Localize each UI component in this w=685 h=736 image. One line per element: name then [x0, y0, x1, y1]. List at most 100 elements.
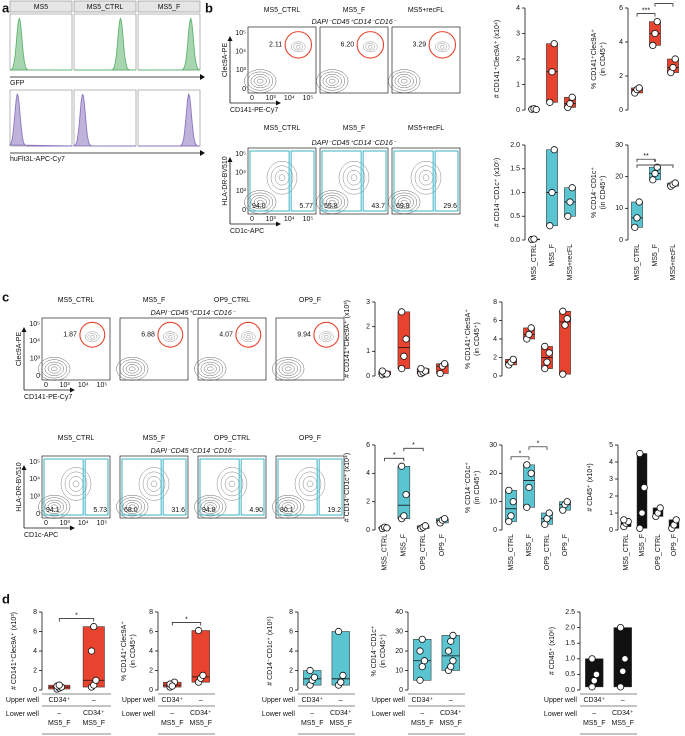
contour	[278, 174, 286, 181]
contour	[90, 335, 95, 339]
y-axis-label: % CD141⁺Clec9A⁺	[591, 29, 598, 89]
contour	[129, 366, 136, 372]
histogram	[138, 92, 200, 147]
data-point	[541, 342, 549, 350]
y-axis-label: % CD141⁺Clec9A⁺	[121, 621, 128, 681]
data-point	[635, 198, 643, 206]
data-point	[339, 671, 347, 679]
contour	[368, 45, 373, 49]
y-tick-label: 4	[289, 648, 293, 655]
data-point	[416, 647, 424, 655]
y-tick-label: 2.5	[565, 609, 575, 616]
flow-plot	[319, 26, 389, 94]
y-tick-label: 0	[619, 237, 623, 244]
gate-frequency: 69.9	[396, 203, 410, 210]
column-header	[73, 0, 137, 13]
x-tick-label: 10⁴	[78, 382, 89, 389]
y-tick-label: 4	[149, 648, 153, 655]
data-point	[656, 504, 664, 512]
data-point	[525, 483, 533, 492]
contour	[216, 467, 248, 501]
well-cell: MS5_F	[48, 720, 71, 727]
data-point	[541, 364, 549, 373]
data-point	[447, 637, 455, 645]
x-axis-label: huFlt3L-APC-Cy7	[10, 156, 65, 163]
contour	[319, 331, 334, 343]
histogram-frame	[73, 13, 137, 71]
contour	[125, 502, 139, 512]
contour	[329, 78, 336, 84]
y-tick-label: 10³	[30, 356, 41, 363]
gate-frequency: 1.87	[63, 332, 77, 339]
well-cell: –	[621, 697, 625, 704]
data-point	[621, 655, 629, 663]
y-tick-label: 10⁴	[235, 49, 246, 56]
contour	[38, 495, 71, 519]
well-cell: CD34⁺	[411, 697, 433, 704]
y-tick-label: 4	[619, 39, 623, 46]
y-axis-label: (in CD45⁺)	[380, 634, 387, 668]
well-label: Lower well	[544, 711, 578, 718]
gate-label: DAPI⁻CD45⁺CD14⁻CD16⁻	[151, 310, 237, 317]
contour	[275, 359, 302, 379]
flow-plot	[391, 26, 461, 94]
y-tick-label: 2	[149, 667, 153, 674]
contour	[207, 504, 214, 510]
contour	[51, 366, 58, 372]
data-point	[671, 179, 679, 187]
x-tick-label: MS5_F	[401, 534, 408, 557]
contour	[47, 364, 61, 374]
gate	[249, 150, 290, 212]
x-axis-label: GFP	[10, 80, 25, 87]
y-axis-label: # CD14⁻CD1c⁺ (x10⁴)	[344, 453, 351, 523]
data-point	[545, 509, 553, 517]
y-tick-label: 4	[516, 5, 520, 12]
column-label: OP9_CTRL	[214, 297, 250, 304]
contour	[41, 359, 68, 379]
contour	[257, 78, 264, 84]
data-point	[592, 670, 601, 679]
x-tick-label: MS5_F	[526, 534, 533, 557]
contour	[116, 357, 149, 381]
y-tick-label: 2	[609, 493, 613, 500]
y-tick-label: 0	[289, 687, 293, 694]
gate-label: DAPI⁻CD45⁺CD14⁻CD16⁻	[312, 19, 398, 26]
y-tick-label: 6	[493, 317, 497, 324]
y-tick-label: 2	[516, 56, 520, 63]
contour	[194, 357, 227, 381]
gate	[199, 458, 240, 516]
well-cell: CD34⁺	[583, 697, 605, 704]
well-cell: CD34⁺	[301, 697, 323, 704]
data-point	[548, 68, 556, 76]
contour	[253, 197, 267, 207]
well-label: Lower well	[122, 711, 156, 718]
contour	[228, 480, 236, 488]
gate-frequency: 4.90	[249, 507, 263, 514]
y-tick-label: 10³	[236, 67, 247, 74]
panel-label: a	[2, 0, 10, 15]
column-label: MS5_F	[143, 297, 166, 304]
contour	[324, 335, 329, 339]
data-point	[550, 146, 558, 154]
contour	[122, 361, 142, 376]
gate	[434, 150, 459, 212]
data-point	[310, 673, 319, 681]
axis-arrow	[70, 387, 75, 393]
data-point	[383, 524, 391, 532]
data-point	[199, 671, 207, 679]
data-point	[568, 184, 576, 192]
data-point	[440, 515, 449, 523]
axis-arrow	[70, 525, 75, 531]
well-cell: –	[592, 710, 596, 717]
data-point	[546, 222, 554, 230]
data-point	[417, 364, 425, 373]
contour	[275, 497, 302, 517]
well-cell: –	[57, 710, 61, 717]
contour	[168, 335, 173, 339]
well-label: Upper well	[544, 697, 578, 704]
gate	[84, 458, 109, 516]
contour	[272, 357, 305, 381]
y-tick-label: 10⁵	[235, 30, 246, 37]
column-label: MS5_F	[343, 7, 366, 14]
